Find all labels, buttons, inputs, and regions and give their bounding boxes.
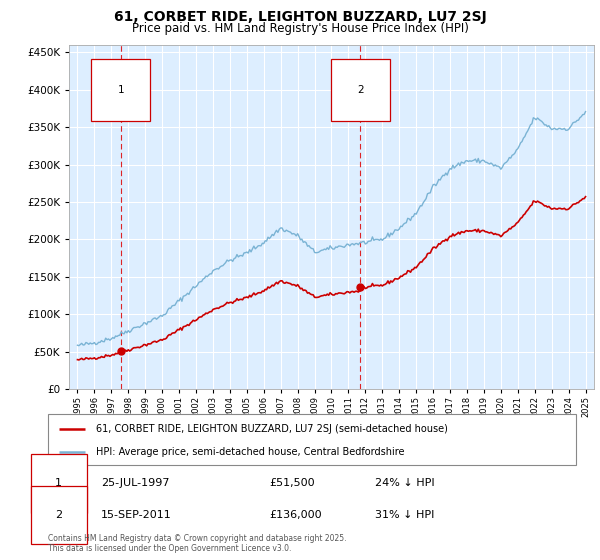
Text: 31% ↓ HPI: 31% ↓ HPI bbox=[376, 510, 435, 520]
Text: 2: 2 bbox=[55, 510, 62, 520]
Text: 2: 2 bbox=[357, 85, 364, 95]
Text: Price paid vs. HM Land Registry's House Price Index (HPI): Price paid vs. HM Land Registry's House … bbox=[131, 22, 469, 35]
Text: 24% ↓ HPI: 24% ↓ HPI bbox=[376, 478, 435, 488]
Text: HPI: Average price, semi-detached house, Central Bedfordshire: HPI: Average price, semi-detached house,… bbox=[95, 447, 404, 457]
Text: 1: 1 bbox=[55, 478, 62, 488]
Text: 61, CORBET RIDE, LEIGHTON BUZZARD, LU7 2SJ (semi-detached house): 61, CORBET RIDE, LEIGHTON BUZZARD, LU7 2… bbox=[95, 423, 448, 433]
Text: Contains HM Land Registry data © Crown copyright and database right 2025.
This d: Contains HM Land Registry data © Crown c… bbox=[48, 534, 347, 553]
Text: 15-SEP-2011: 15-SEP-2011 bbox=[101, 510, 172, 520]
Text: £136,000: £136,000 bbox=[270, 510, 322, 520]
Text: £51,500: £51,500 bbox=[270, 478, 316, 488]
Text: 25-JUL-1997: 25-JUL-1997 bbox=[101, 478, 169, 488]
Text: 1: 1 bbox=[118, 85, 124, 95]
FancyBboxPatch shape bbox=[48, 414, 576, 465]
Text: 61, CORBET RIDE, LEIGHTON BUZZARD, LU7 2SJ: 61, CORBET RIDE, LEIGHTON BUZZARD, LU7 2… bbox=[113, 10, 487, 24]
